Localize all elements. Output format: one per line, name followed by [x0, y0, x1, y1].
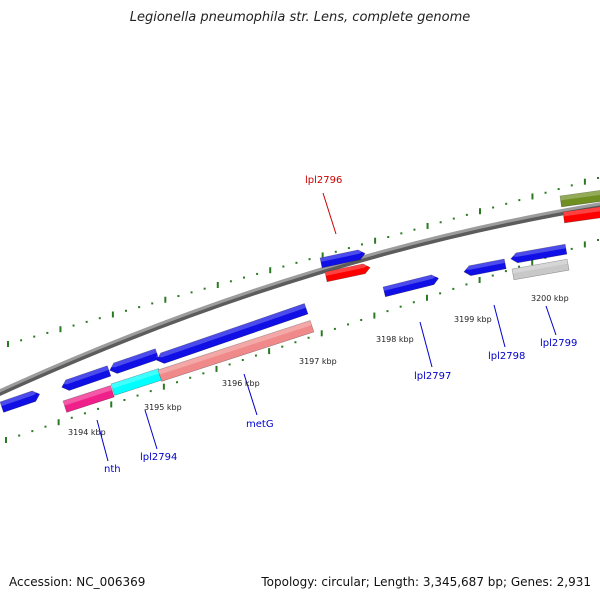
gene-metG[interactable]	[157, 320, 315, 382]
gene-left-edge-shape[interactable]	[0, 389, 41, 413]
label-leader	[96, 419, 109, 462]
scale-labels: 3194 kbp 3195 kbp 3196 kbp 3197 kbp 3198 kbp…	[68, 294, 569, 437]
gene-metG-upper-shine	[155, 303, 306, 358]
gene-lpl2797-shine	[383, 274, 438, 291]
gene-nth-upper-shine	[60, 365, 109, 385]
gene-lpl2798-shape[interactable]	[463, 258, 507, 277]
map-title: Legionella pneumophila str. Lens, comple…	[129, 10, 471, 25]
gene-lpl2796[interactable]	[324, 263, 371, 283]
gene-label-metG[interactable]: metG	[246, 419, 274, 430]
gene-red-right-shine	[563, 205, 600, 217]
gene-label-lpl2794[interactable]: lpl2794	[140, 452, 177, 463]
gene-nth-shape[interactable]	[62, 385, 115, 413]
gene-lpl2796-blue[interactable]	[319, 249, 366, 269]
gene-labels: nth lpl2794 metG lpl2796 lpl2797 lpl2798 lpl27…	[104, 175, 577, 475]
genome-backbone	[0, 202, 600, 397]
scale-label: 3196 kbp	[222, 379, 260, 388]
label-leader	[545, 305, 557, 336]
gene-metG-upper[interactable]	[155, 303, 309, 366]
gene-olive-shine	[560, 189, 600, 201]
topology-summary: Topology: circular; Length: 3,345,687 bp…	[261, 575, 591, 589]
gene-lpl2794-upper-shine	[108, 348, 157, 368]
backbone-line	[0, 202, 600, 393]
gene-lpl2796-blue-shine	[320, 249, 365, 262]
gene-label-lpl2799[interactable]: lpl2799	[540, 338, 577, 349]
label-leader	[322, 192, 337, 235]
scale-label: 3199 kbp	[454, 315, 492, 324]
gene-red-right[interactable]	[562, 205, 600, 224]
gene-metG-upper-shape[interactable]	[155, 303, 309, 366]
gene-lpl2799[interactable]	[511, 258, 570, 281]
label-leaders	[96, 192, 557, 462]
gene-metG-shine	[158, 320, 312, 375]
gene-lpl2796-shine	[325, 263, 370, 276]
outer-tick-ring	[7, 177, 599, 347]
gene-metG-shape[interactable]	[157, 320, 315, 382]
scale-label: 3197 kbp	[299, 357, 337, 366]
label-leader	[144, 409, 158, 450]
gene-label-lpl2798[interactable]: lpl2798	[488, 351, 525, 362]
label-leader	[419, 321, 433, 368]
gene-lpl2797[interactable]	[382, 273, 440, 298]
gene-nth-shine	[63, 385, 113, 406]
inner-tick-ring	[5, 239, 599, 443]
backbone-shadow	[0, 202, 600, 397]
gene-left-edge-shine	[0, 390, 39, 407]
gene-label-lpl2797[interactable]: lpl2797	[414, 371, 451, 382]
gene-red-right-shape[interactable]	[562, 205, 600, 224]
gene-label-nth[interactable]: nth	[104, 464, 121, 475]
gene-lpl2798-shine	[463, 258, 505, 270]
gene-left-edge[interactable]	[0, 389, 41, 413]
gene-lpl2794-upper[interactable]	[108, 348, 160, 376]
gene-lpl2794-upper-shape[interactable]	[108, 348, 160, 376]
gene-lpl2798[interactable]	[463, 258, 507, 277]
gene-lpl2799-shape[interactable]	[511, 258, 570, 281]
scale-label: 3200 kbp	[531, 294, 569, 303]
gene-label-lpl2796[interactable]: lpl2796	[305, 175, 342, 186]
scale-label: 3195 kbp	[144, 403, 182, 412]
gene-lpl2794-shine	[111, 368, 161, 389]
accession-label: Accession: NC_006369	[9, 575, 146, 589]
label-leader	[243, 373, 258, 416]
gene-olive-shape[interactable]	[559, 189, 600, 208]
gene-lpl2796-blue-shape[interactable]	[319, 249, 366, 269]
gene-nth-upper-shape[interactable]	[60, 365, 112, 393]
label-leader	[493, 304, 506, 348]
scale-label: 3198 kbp	[376, 335, 414, 344]
gene-features[interactable]	[0, 189, 600, 413]
gene-lpl2797-shape[interactable]	[382, 273, 440, 298]
gene-lpl2799-upper-shine	[510, 244, 566, 257]
gene-nth[interactable]	[62, 385, 115, 413]
gene-nth-upper[interactable]	[60, 365, 112, 393]
gene-lpl2796-shape[interactable]	[324, 263, 371, 283]
gene-olive[interactable]	[559, 189, 600, 208]
gene-lpl2799-upper[interactable]	[510, 243, 568, 264]
scale-label: 3194 kbp	[68, 428, 106, 437]
gene-lpl2799-upper-shape[interactable]	[510, 243, 568, 264]
gene-lpl2799-shine	[512, 259, 568, 274]
